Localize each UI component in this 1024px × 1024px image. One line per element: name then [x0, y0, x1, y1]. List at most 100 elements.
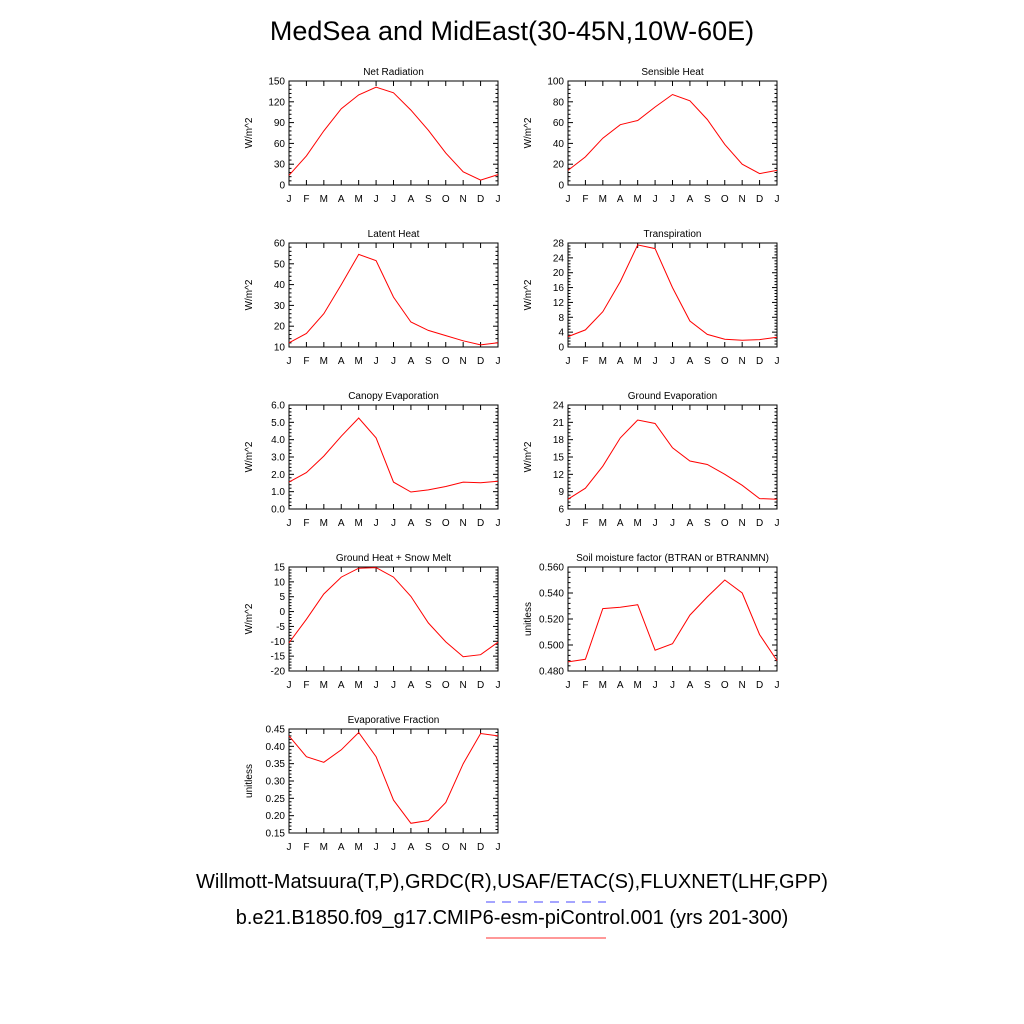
x-tick-label: A	[617, 356, 624, 367]
x-tick-label: D	[756, 518, 763, 529]
x-tick-label: M	[633, 680, 641, 691]
x-tick-label: J	[653, 194, 658, 205]
x-tick-label: M	[633, 194, 641, 205]
y-axis-label: W/m^2	[523, 441, 534, 472]
panel-title: Ground Heat + Snow Melt	[336, 553, 452, 564]
x-tick-label: A	[338, 842, 345, 853]
x-tick-label: J	[653, 356, 658, 367]
legend-obs-swatch	[486, 901, 606, 903]
y-tick-label: 0.500	[539, 641, 564, 652]
x-tick-label: J	[775, 680, 780, 691]
x-tick-label: J	[374, 194, 379, 205]
series-line	[288, 731, 499, 824]
plot-frame	[288, 728, 499, 834]
y-axis-label: W/m^2	[523, 117, 534, 148]
y-axis-label: W/m^2	[244, 117, 255, 148]
y-tick-label: 8	[558, 313, 564, 324]
x-tick-label: D	[756, 356, 763, 367]
x-tick-label: J	[670, 680, 675, 691]
y-axis-label: W/m^2	[244, 603, 255, 634]
x-tick-label: N	[460, 680, 467, 691]
x-tick-label: S	[425, 194, 432, 205]
x-tick-label: O	[442, 842, 450, 853]
y-tick-label: -5	[276, 622, 285, 633]
x-tick-label: M	[354, 356, 362, 367]
y-tick-label: 150	[268, 77, 285, 88]
x-tick-label: N	[739, 356, 746, 367]
x-tick-label: A	[408, 842, 415, 853]
y-tick-label: 0.560	[539, 563, 564, 574]
x-tick-label: A	[408, 680, 415, 691]
x-tick-label: J	[496, 842, 501, 853]
x-tick-label: D	[477, 356, 484, 367]
x-tick-label: S	[704, 680, 711, 691]
x-tick-label: A	[338, 356, 345, 367]
x-tick-label: S	[425, 356, 432, 367]
x-tick-label: M	[320, 356, 328, 367]
x-tick-label: J	[287, 680, 292, 691]
plot-frame	[288, 566, 499, 672]
x-tick-label: D	[477, 518, 484, 529]
y-axis-label: unitless	[244, 764, 255, 798]
x-tick-label: A	[408, 518, 415, 529]
x-tick-label: J	[566, 194, 571, 205]
y-tick-label: 6	[558, 505, 564, 516]
x-tick-label: A	[338, 680, 345, 691]
series-line	[567, 93, 778, 175]
plot-frame	[288, 80, 499, 186]
series-line	[567, 579, 778, 663]
y-tick-label: 15	[274, 563, 286, 574]
plot-frame	[567, 404, 778, 510]
y-tick-label: 90	[274, 118, 286, 129]
y-tick-label: 3.0	[271, 453, 285, 464]
x-tick-label: S	[425, 842, 432, 853]
x-tick-label: O	[721, 518, 729, 529]
x-tick-label: A	[408, 356, 415, 367]
plot-frame	[567, 242, 778, 348]
x-tick-label: J	[374, 680, 379, 691]
y-tick-label: 9	[558, 487, 564, 498]
x-tick-label: D	[477, 680, 484, 691]
x-tick-label: M	[633, 356, 641, 367]
x-tick-label: M	[320, 518, 328, 529]
x-tick-label: A	[617, 680, 624, 691]
y-tick-label: 20	[553, 268, 565, 279]
x-tick-label: D	[477, 842, 484, 853]
x-tick-label: M	[354, 518, 362, 529]
x-tick-label: D	[756, 680, 763, 691]
x-tick-label: M	[599, 194, 607, 205]
x-tick-label: J	[391, 842, 396, 853]
x-tick-label: S	[704, 356, 711, 367]
y-tick-label: 0	[279, 607, 285, 618]
x-tick-label: J	[775, 194, 780, 205]
y-tick-label: 80	[553, 97, 565, 108]
x-tick-label: J	[374, 356, 379, 367]
x-tick-label: J	[287, 842, 292, 853]
y-tick-label: 30	[274, 160, 286, 171]
x-tick-label: F	[303, 194, 309, 205]
y-axis-label: W/m^2	[244, 441, 255, 472]
x-tick-label: A	[687, 518, 694, 529]
y-tick-label: 0.25	[266, 794, 286, 805]
x-tick-label: F	[582, 194, 588, 205]
x-tick-label: J	[496, 680, 501, 691]
x-tick-label: N	[460, 194, 467, 205]
x-tick-label: A	[617, 194, 624, 205]
panel-title: Evaporative Fraction	[348, 715, 440, 726]
legend-obs-label: Willmott-Matsuura(T,P),GRDC(R),USAF/ETAC…	[196, 871, 828, 893]
x-tick-label: F	[303, 842, 309, 853]
y-tick-label: 30	[274, 301, 286, 312]
x-tick-label: M	[320, 842, 328, 853]
plot-frame	[288, 404, 499, 510]
y-tick-label: 20	[274, 322, 286, 333]
series-line	[288, 417, 499, 493]
x-tick-label: S	[425, 680, 432, 691]
y-tick-label: 0.480	[539, 667, 564, 678]
y-tick-label: 6.0	[271, 401, 285, 412]
x-tick-label: S	[704, 194, 711, 205]
panel-title: Transpiration	[644, 229, 702, 240]
series-line	[288, 567, 499, 658]
